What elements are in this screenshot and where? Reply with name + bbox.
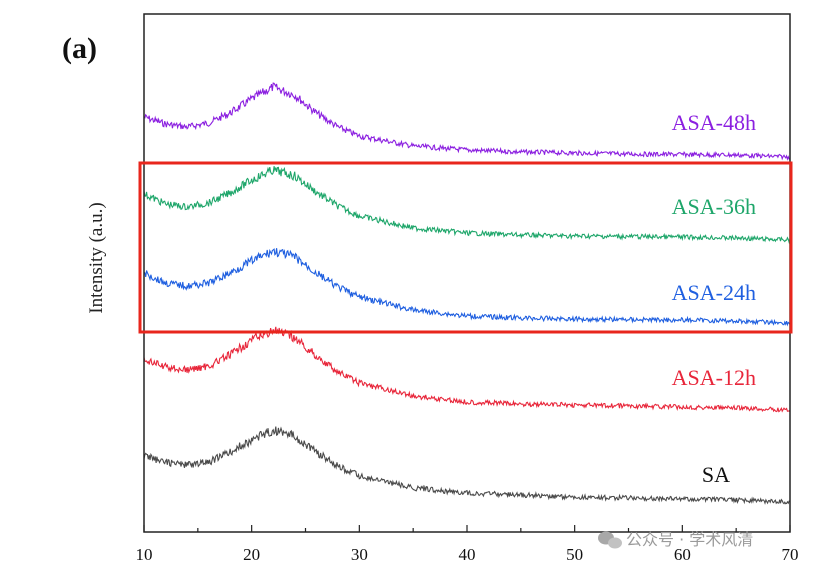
series-label-sa: SA [702, 462, 730, 487]
watermark-text: 公众号 · 学术风清 [626, 530, 753, 549]
x-tick-label: 40 [459, 545, 476, 564]
watermark: 公众号 · 学术风清 [598, 530, 753, 549]
series-line-sa [144, 427, 790, 504]
series-labels: ASA-48h ASA-36h ASA-24h ASA-12h SA [672, 110, 756, 487]
y-axis-label: Intensity (a.u.) [86, 202, 107, 313]
x-tick-label: 30 [351, 545, 368, 564]
series-label-asa-12h: ASA-12h [672, 365, 756, 390]
x-tick-label: 50 [566, 545, 583, 564]
series-label-asa-36h: ASA-36h [672, 194, 756, 219]
x-tick-label: 70 [782, 545, 799, 564]
series-label-asa-24h: ASA-24h [672, 280, 756, 305]
highlight-box [140, 163, 791, 332]
panel-label: (a) [62, 32, 97, 65]
plot-frame [144, 14, 790, 532]
x-tick-label: 20 [243, 545, 260, 564]
wechat-icon [598, 532, 622, 549]
series-label-asa-48h: ASA-48h [672, 110, 756, 135]
x-tick-label: 10 [136, 545, 153, 564]
